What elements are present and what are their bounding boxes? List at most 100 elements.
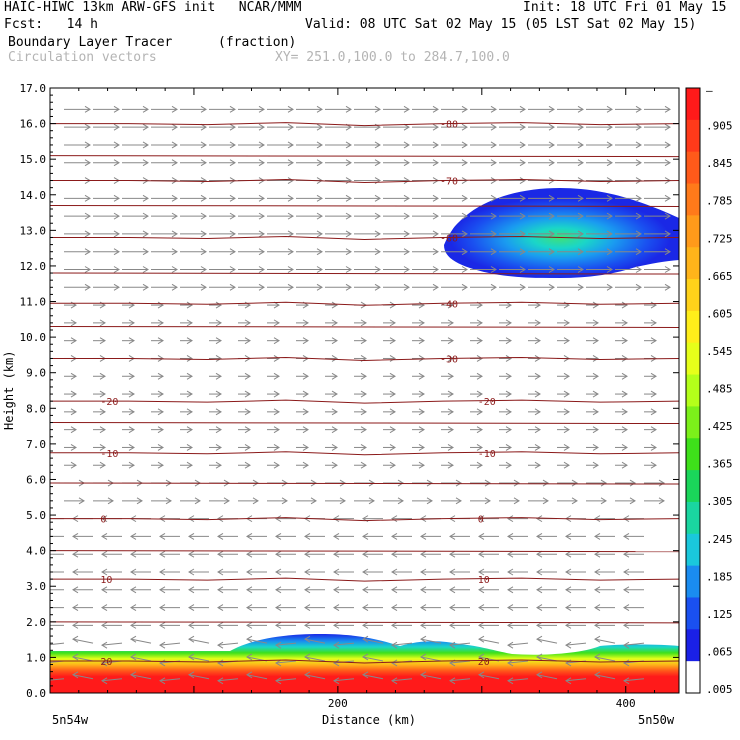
vector-arrow xyxy=(130,674,152,680)
vector-arrowhead xyxy=(215,408,222,416)
vector-arrowhead xyxy=(113,266,120,273)
vector-arrowhead xyxy=(476,408,483,416)
vector-arrowhead xyxy=(171,248,178,256)
vector-arrowhead xyxy=(650,461,657,469)
vector-arrowhead xyxy=(505,444,512,451)
vector-arrowhead xyxy=(606,266,613,273)
vector-arrowhead xyxy=(606,177,613,184)
vector-arrowhead xyxy=(432,141,439,149)
vector-arrowhead xyxy=(592,444,599,451)
vector-arrowhead xyxy=(113,283,120,291)
temperature-contour xyxy=(50,235,679,240)
vector-arrow xyxy=(420,638,442,644)
vector-arrowhead xyxy=(420,604,427,612)
y-tick-label: 7.0 xyxy=(26,438,46,451)
vector-arrowhead xyxy=(606,194,613,202)
vector-arrowhead xyxy=(420,550,427,558)
vector-arrowhead xyxy=(389,461,396,469)
vector-arrowhead xyxy=(592,408,599,416)
vector-arrowhead xyxy=(165,497,172,505)
vector-arrowhead xyxy=(157,319,164,327)
vector-arrow xyxy=(275,678,297,682)
temperature-contour xyxy=(50,517,679,522)
vector-arrowhead xyxy=(229,141,236,149)
temperature-contour xyxy=(50,301,679,306)
vector-arrowhead xyxy=(577,266,584,273)
vector-arrowhead xyxy=(229,123,236,131)
vector-arrowhead xyxy=(664,194,671,202)
colorbar-swatch xyxy=(686,88,700,121)
vector-arrowhead xyxy=(592,461,599,469)
vector-arrowhead xyxy=(113,123,120,131)
vector-arrowhead xyxy=(188,604,195,612)
vector-arrowhead xyxy=(273,337,280,345)
vector-arrowhead xyxy=(333,621,340,629)
vector-arrowhead xyxy=(476,461,483,469)
vector-arrowhead xyxy=(403,212,410,220)
vector-arrowhead xyxy=(142,230,149,238)
vector-arrowhead xyxy=(594,550,601,558)
y-tick-label: 12.0 xyxy=(20,260,47,273)
x-axis-end-label: 5n50w xyxy=(638,713,675,727)
vector-arrowhead xyxy=(476,337,483,345)
vector-arrowhead xyxy=(101,641,108,649)
vector-arrow xyxy=(304,638,326,644)
vector-arrowhead xyxy=(136,497,143,505)
vector-arrowhead xyxy=(368,479,375,487)
temperature-contours: -80 -70 -60 -40 -30 -20 -20 -10 -10 0 0 10 10 20 20 xyxy=(50,120,679,668)
vector-arrowhead xyxy=(113,248,120,256)
vector-arrowhead xyxy=(594,635,601,643)
vector-arrowhead xyxy=(113,230,120,238)
vector-arrowhead xyxy=(536,515,543,523)
vector-arrowhead xyxy=(534,372,541,380)
vector-arrowhead xyxy=(519,123,526,131)
vector-arrowhead xyxy=(70,408,77,416)
vector-arrowhead xyxy=(563,444,570,451)
vector-arrow xyxy=(72,674,94,680)
vector-arrowhead xyxy=(362,532,369,540)
vector-arrowhead xyxy=(484,497,491,505)
vector-arrowhead xyxy=(215,390,222,398)
vector-arrowhead xyxy=(563,461,570,469)
vector-arrowhead xyxy=(287,212,294,220)
vector-arrowhead xyxy=(548,212,555,220)
vector-arrowhead xyxy=(171,194,178,202)
vector-arrowhead xyxy=(374,194,381,202)
vector-arrowhead xyxy=(650,337,657,345)
vector-arrowhead xyxy=(389,319,396,327)
vector-arrowhead xyxy=(188,621,195,629)
field-unit: (fraction) xyxy=(218,35,297,50)
vector-arrowhead xyxy=(418,426,425,434)
vector-arrowhead xyxy=(397,497,404,505)
vector-arrowhead xyxy=(142,266,149,273)
vector-arrowhead xyxy=(99,372,106,380)
vector-arrowhead xyxy=(159,586,166,594)
vector-arrow xyxy=(449,678,471,682)
vector-arrowhead xyxy=(273,372,280,380)
vector-arrowhead xyxy=(362,653,369,661)
vector-arrowhead xyxy=(70,372,77,380)
vector-arrowhead xyxy=(246,568,253,576)
vector-arrowhead xyxy=(72,671,79,679)
vector-arrowhead xyxy=(244,426,251,434)
vector-arrowhead xyxy=(548,105,555,113)
vector-arrowhead xyxy=(72,604,79,612)
vector-arrowhead xyxy=(447,408,454,416)
vector-arrowhead xyxy=(519,105,526,113)
vector-arrowhead xyxy=(130,550,137,558)
vector-arrowhead xyxy=(171,266,178,273)
vector-arrowhead xyxy=(548,123,555,131)
vector-arrowhead xyxy=(635,194,642,202)
vector-arrowhead xyxy=(331,408,338,416)
vector-arrowhead xyxy=(130,635,137,643)
vector-arrowhead xyxy=(519,248,526,256)
vector-arrowhead xyxy=(432,105,439,113)
vector-arrowhead xyxy=(594,621,601,629)
vector-arrowhead xyxy=(594,532,601,540)
colorbar-label: .905 xyxy=(706,120,733,133)
vector-arrowhead xyxy=(159,550,166,558)
vector-arrowhead xyxy=(623,659,630,667)
vector-arrowhead xyxy=(519,141,526,149)
vector-arrow xyxy=(449,660,471,664)
vector-arrowhead xyxy=(345,141,352,149)
